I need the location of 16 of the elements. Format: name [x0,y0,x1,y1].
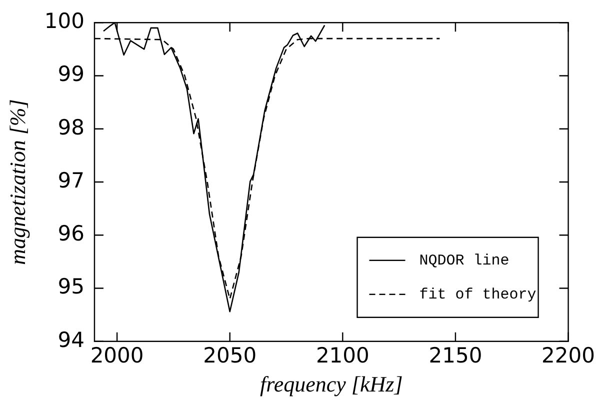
y-tick-label: 99 [58,62,84,86]
x-axis-title: frequency [kHz] [260,372,403,397]
legend-label: fit of theory [419,286,536,304]
x-tick-label: 2150 [428,343,482,368]
y-tick-label: 100 [44,9,84,34]
x-tick-label: 2000 [90,343,144,368]
x-tick-label: 2200 [542,343,596,368]
y-tick-label: 95 [58,274,84,299]
y-tick-label: 96 [58,222,84,246]
y-tick-label: 94 [58,328,84,352]
y-tick-label: 98 [58,115,84,140]
y-axis-title: magnetization [%] [4,99,30,265]
y-tick-label: 97 [58,168,84,192]
x-tick-label: 2050 [203,343,257,368]
legend-label: NQDOR line [419,252,510,270]
x-tick-label: 2100 [316,343,370,368]
